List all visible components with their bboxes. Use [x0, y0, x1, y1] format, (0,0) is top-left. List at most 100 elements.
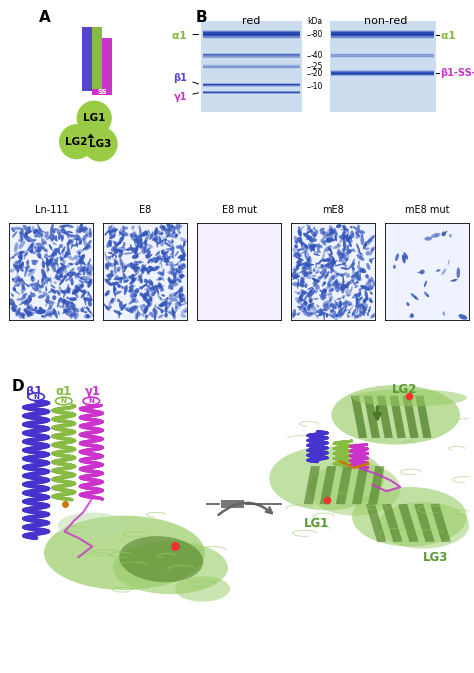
- Ellipse shape: [140, 267, 147, 272]
- Ellipse shape: [301, 291, 307, 295]
- Ellipse shape: [180, 265, 182, 271]
- Ellipse shape: [339, 236, 347, 243]
- Ellipse shape: [170, 253, 174, 256]
- Ellipse shape: [86, 269, 89, 275]
- Ellipse shape: [304, 283, 308, 288]
- Ellipse shape: [157, 295, 164, 302]
- Ellipse shape: [109, 263, 115, 267]
- Ellipse shape: [29, 308, 38, 312]
- Ellipse shape: [346, 255, 349, 262]
- Ellipse shape: [46, 258, 50, 262]
- Ellipse shape: [43, 312, 48, 318]
- Text: γ1: γ1: [85, 385, 101, 398]
- Ellipse shape: [311, 277, 319, 283]
- Ellipse shape: [303, 268, 309, 270]
- Ellipse shape: [164, 227, 171, 236]
- Ellipse shape: [68, 263, 73, 265]
- Ellipse shape: [294, 244, 298, 249]
- Bar: [377, 396, 393, 438]
- Ellipse shape: [115, 241, 119, 246]
- Ellipse shape: [161, 249, 165, 254]
- Ellipse shape: [128, 275, 136, 277]
- Ellipse shape: [337, 287, 345, 291]
- Ellipse shape: [19, 262, 24, 268]
- Ellipse shape: [301, 299, 306, 304]
- Ellipse shape: [362, 310, 365, 316]
- Ellipse shape: [324, 271, 329, 279]
- Ellipse shape: [319, 245, 323, 248]
- Ellipse shape: [139, 293, 142, 296]
- Ellipse shape: [356, 310, 358, 314]
- Text: LG3: LG3: [89, 139, 111, 149]
- Ellipse shape: [154, 232, 156, 236]
- Ellipse shape: [136, 261, 144, 263]
- Ellipse shape: [71, 240, 73, 250]
- Ellipse shape: [173, 312, 176, 320]
- Ellipse shape: [77, 225, 79, 229]
- Ellipse shape: [145, 254, 150, 258]
- Ellipse shape: [145, 314, 150, 320]
- Ellipse shape: [456, 267, 460, 278]
- Ellipse shape: [124, 285, 128, 295]
- Ellipse shape: [323, 312, 325, 321]
- Ellipse shape: [137, 310, 138, 318]
- Ellipse shape: [410, 293, 419, 300]
- Ellipse shape: [306, 306, 310, 308]
- Ellipse shape: [344, 285, 347, 289]
- Ellipse shape: [24, 249, 27, 260]
- Ellipse shape: [28, 295, 32, 301]
- Ellipse shape: [39, 285, 42, 289]
- Ellipse shape: [164, 300, 167, 303]
- Ellipse shape: [365, 251, 371, 256]
- Ellipse shape: [341, 259, 347, 267]
- Ellipse shape: [160, 271, 164, 276]
- Ellipse shape: [56, 269, 60, 273]
- Ellipse shape: [176, 269, 180, 272]
- Ellipse shape: [76, 240, 78, 248]
- Ellipse shape: [18, 240, 25, 249]
- Ellipse shape: [119, 277, 122, 280]
- Ellipse shape: [141, 264, 145, 274]
- Ellipse shape: [32, 261, 36, 265]
- Ellipse shape: [169, 285, 173, 290]
- Ellipse shape: [44, 248, 46, 252]
- Ellipse shape: [77, 267, 85, 272]
- Ellipse shape: [335, 232, 338, 238]
- Ellipse shape: [41, 273, 45, 284]
- Ellipse shape: [24, 231, 27, 237]
- Ellipse shape: [67, 253, 70, 255]
- Ellipse shape: [75, 272, 76, 279]
- Ellipse shape: [160, 252, 167, 258]
- Ellipse shape: [292, 276, 300, 280]
- Ellipse shape: [108, 240, 112, 247]
- Ellipse shape: [52, 228, 57, 231]
- Ellipse shape: [39, 307, 42, 311]
- Ellipse shape: [323, 304, 326, 312]
- Ellipse shape: [61, 246, 66, 254]
- Ellipse shape: [59, 244, 63, 248]
- Ellipse shape: [63, 308, 69, 312]
- Ellipse shape: [143, 308, 147, 314]
- Ellipse shape: [169, 297, 178, 302]
- Ellipse shape: [28, 229, 31, 232]
- Ellipse shape: [345, 249, 354, 251]
- Ellipse shape: [172, 229, 175, 236]
- Ellipse shape: [303, 264, 308, 269]
- Ellipse shape: [346, 234, 350, 243]
- Ellipse shape: [41, 269, 46, 279]
- Ellipse shape: [352, 248, 356, 252]
- Ellipse shape: [348, 262, 355, 269]
- Ellipse shape: [333, 244, 341, 249]
- Ellipse shape: [106, 306, 112, 310]
- Ellipse shape: [117, 269, 120, 273]
- Ellipse shape: [58, 236, 62, 240]
- Ellipse shape: [67, 232, 69, 240]
- Ellipse shape: [69, 297, 77, 301]
- Ellipse shape: [58, 311, 60, 315]
- Ellipse shape: [116, 241, 122, 246]
- Bar: [92, 27, 102, 92]
- Ellipse shape: [180, 238, 187, 243]
- Bar: [402, 396, 419, 438]
- Text: LG2: LG2: [392, 383, 418, 396]
- Text: kDa: kDa: [307, 17, 322, 26]
